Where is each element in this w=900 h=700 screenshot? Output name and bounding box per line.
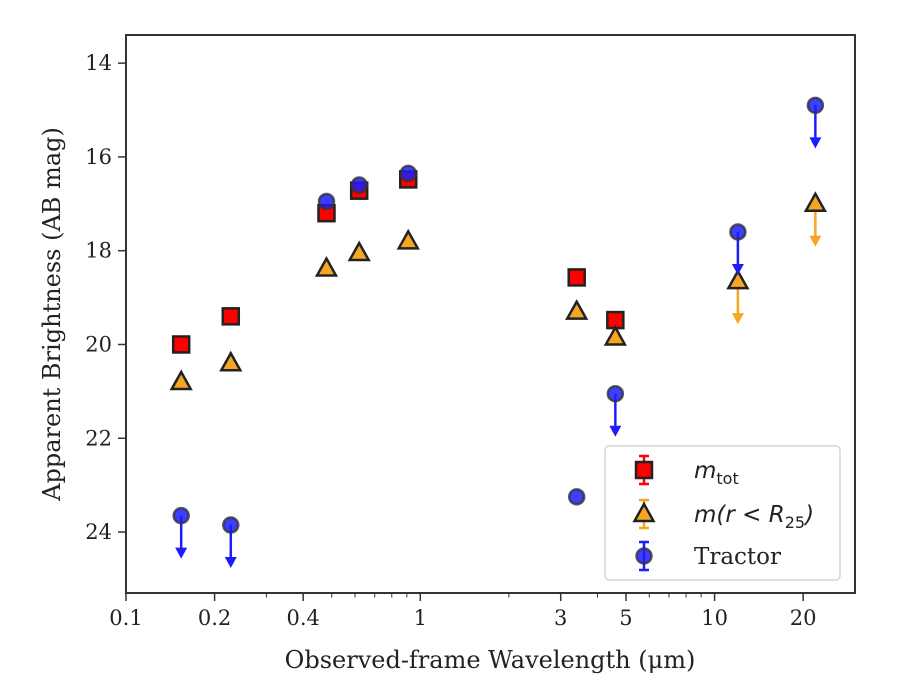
x-tick-label: 10 (701, 606, 728, 630)
data-point-triangle (726, 268, 750, 290)
data-point-square (567, 268, 586, 287)
y-tick-label: 24 (85, 520, 112, 544)
series-circle (172, 96, 825, 569)
data-point-triangle (347, 240, 371, 262)
x-tick-label: 0.1 (109, 606, 142, 630)
x-tick-label: 0.2 (198, 606, 231, 630)
x-tick-label: 1 (414, 606, 427, 630)
data-point-triangle (396, 228, 420, 250)
x-tick-label: 20 (790, 606, 817, 630)
data-point-square (221, 307, 241, 326)
x-axis-title: Observed-frame Wavelength (μm) (285, 646, 696, 674)
legend-label-sub: 25 (785, 513, 805, 532)
data-point-circle (222, 516, 240, 534)
legend-box (604, 445, 841, 581)
data-marks (169, 96, 827, 569)
upper-limit-arrow-head (809, 137, 822, 149)
data-point-circle (729, 223, 747, 241)
data-point-circle (399, 164, 417, 183)
legend: mtot m(r < R25) Tractor (604, 445, 841, 581)
legend-marker-square (634, 460, 654, 480)
legend-label-main: m(r < R (694, 502, 785, 528)
legend-label-triangle: m(r < R25) (694, 502, 814, 532)
upper-limit-arrow-head (175, 547, 188, 559)
data-point-triangle (565, 299, 589, 320)
y-tick-label: 20 (85, 332, 112, 356)
x-tick-label: 0.4 (286, 606, 319, 630)
legend-label-circle: Tractor (694, 544, 781, 570)
y-tick-label: 22 (85, 426, 112, 450)
axis-ticks: 0.1 0.2 0.4 1 3 5 10 20 14 16 18 20 22 24 (85, 51, 816, 630)
x-tick-label: 5 (619, 606, 632, 630)
y-axis-title: Apparent Brightness (AB mag) (38, 127, 66, 502)
data-point-circle (317, 192, 336, 211)
data-point-circle (567, 488, 586, 506)
data-point-square (171, 335, 191, 354)
data-point-triangle (219, 350, 243, 372)
legend-label-main: m (694, 458, 716, 484)
data-point-triangle (169, 369, 193, 391)
legend-entries: mtot m(r < R25) Tractor (632, 454, 814, 572)
y-tick-label: 14 (85, 51, 112, 75)
data-point-circle (350, 176, 368, 194)
plot-frame (125, 34, 856, 594)
data-point-triangle (314, 255, 339, 277)
x-tick-label: 3 (554, 606, 567, 630)
data-point-circle (806, 96, 825, 115)
upper-limit-arrow-head (809, 235, 822, 247)
data-point-triangle (803, 191, 827, 213)
upper-limit-arrow-head (731, 313, 744, 325)
y-tick-label: 16 (85, 145, 112, 169)
legend-label-sub: tot (716, 469, 738, 488)
legend-marker-circle (635, 547, 653, 565)
data-point-triangle (603, 324, 627, 346)
upper-limit-arrow-head (731, 263, 744, 275)
legend-label-close: ) (803, 502, 814, 528)
series-square (171, 170, 625, 354)
legend-label-square: mtot (694, 458, 739, 488)
legend-marker-triangle (632, 501, 656, 523)
series-triangle (169, 191, 827, 391)
upper-limit-arrow-head (609, 425, 622, 437)
data-point-circle (606, 384, 625, 403)
data-point-circle (172, 506, 190, 525)
upper-limit-arrow-head (224, 557, 237, 569)
y-tick-label: 18 (85, 239, 112, 263)
